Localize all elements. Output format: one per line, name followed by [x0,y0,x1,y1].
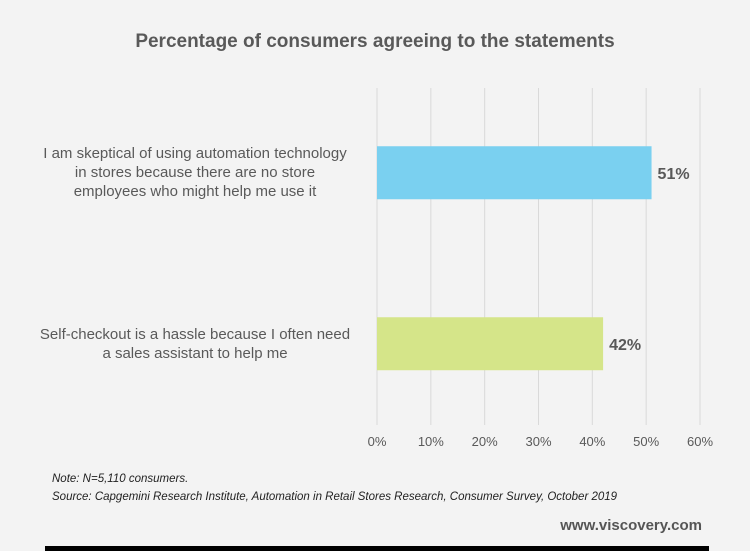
category-label-line: I am skeptical of using automation techn… [43,145,347,163]
x-tick-label: 50% [633,434,659,449]
x-tick-label: 30% [525,434,551,449]
note-text: Note: N=5,110 consumers. [52,473,189,485]
chart-title: Percentage of consumers agreeing to the … [135,31,615,52]
x-tick-label: 0% [368,434,387,449]
category-label-line: employees who might help me use it [73,183,317,201]
category-label: Self-checkout is a hassle because I ofte… [25,325,365,363]
x-tick-label: 60% [687,434,713,449]
footnote: Note: N=5,110 consumers. Source: Capgemi… [52,470,617,506]
category-label-line: a sales assistant to help me [102,344,288,362]
bar [377,146,652,200]
data-label: 42% [609,337,641,354]
x-tick-label: 10% [418,434,444,449]
category-label-line: in stores because there are no store [74,164,316,182]
category-label-line: Self-checkout is a hassle because I ofte… [39,325,351,343]
site-url: www.viscovery.com [560,517,702,534]
divider [45,546,709,551]
data-label: 51% [658,166,690,183]
source-text: Source: Capgemini Research Institute, Au… [52,491,618,503]
x-tick-label: 40% [579,434,605,449]
bar [377,317,604,371]
x-tick-label: 20% [472,434,498,449]
category-label: I am skeptical of using automation techn… [25,144,365,201]
